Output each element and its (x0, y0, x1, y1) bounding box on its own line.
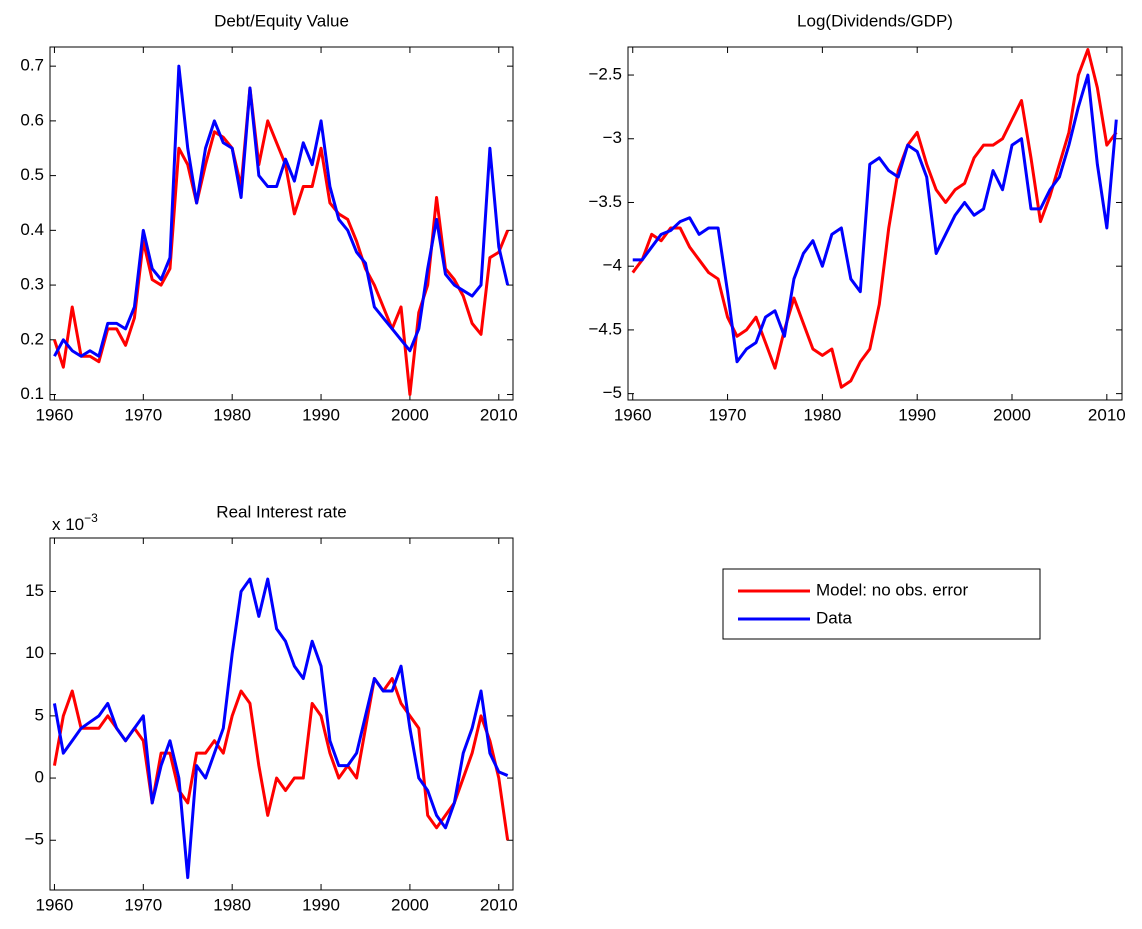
plot-area (627, 46, 1123, 401)
x-tick-label: 1990 (898, 405, 936, 424)
x-tick-label: 2010 (1088, 405, 1126, 424)
data-line (52, 577, 509, 880)
y-tick-label: 0.4 (20, 220, 44, 239)
x-tick-label: 1970 (124, 895, 162, 914)
y-tick-label: −3.5 (588, 192, 622, 211)
legend-label: Model: no obs. error (816, 580, 968, 599)
multiplier-base: x 10 (52, 515, 84, 534)
plot-area (49, 46, 514, 401)
x-tick-label: 1970 (124, 405, 162, 424)
x-tick-label: 1980 (213, 895, 251, 914)
y-tick-label: −5 (603, 383, 622, 402)
y-tick-label: 0.3 (20, 275, 44, 294)
x-tick-label: 1960 (614, 405, 652, 424)
x-tick-label: 2000 (391, 895, 429, 914)
x-tick-label: 1980 (803, 405, 841, 424)
chart-title: Log(Dividends/GDP) (797, 11, 953, 30)
x-tick-label: 1990 (302, 405, 340, 424)
x-tick-label: 1970 (709, 405, 747, 424)
plot-area (49, 537, 514, 891)
y-tick-label: 0.5 (20, 165, 44, 184)
y-tick-label: 0.1 (20, 384, 44, 403)
axis-multiplier: x 10−3 (52, 511, 98, 534)
y-tick-label: −2.5 (588, 65, 622, 84)
y-tick-label: −4.5 (588, 319, 622, 338)
y-tick-label: −5 (25, 830, 44, 849)
chart-title: Debt/Equity Value (214, 11, 349, 30)
x-tick-label: 2010 (480, 405, 518, 424)
x-tick-label: 2000 (993, 405, 1031, 424)
legend-label: Data (816, 608, 852, 627)
x-tick-label: 1990 (302, 895, 340, 914)
data-line (632, 73, 1118, 364)
y-tick-label: −4 (603, 256, 622, 275)
data-line (53, 64, 510, 358)
data-line (52, 677, 510, 841)
y-tick-label: −3 (603, 128, 622, 147)
y-tick-label: 15 (25, 581, 44, 600)
y-tick-label: 0.6 (20, 110, 44, 129)
chart-title: Real Interest rate (216, 502, 346, 521)
x-tick-label: 1960 (36, 405, 74, 424)
x-tick-label: 2010 (480, 895, 518, 914)
x-tick-label: 1960 (36, 895, 74, 914)
x-tick-label: 1980 (213, 405, 251, 424)
y-tick-label: 10 (25, 643, 44, 662)
x-tick-label: 2000 (391, 405, 429, 424)
y-tick-label: 0.2 (20, 329, 44, 348)
y-tick-label: 0 (35, 768, 44, 787)
y-tick-label: 5 (35, 705, 44, 724)
legend-box (722, 568, 1041, 640)
y-tick-label: 0.7 (20, 56, 44, 75)
multiplier-exponent: −3 (84, 511, 98, 525)
data-line (631, 48, 1118, 389)
